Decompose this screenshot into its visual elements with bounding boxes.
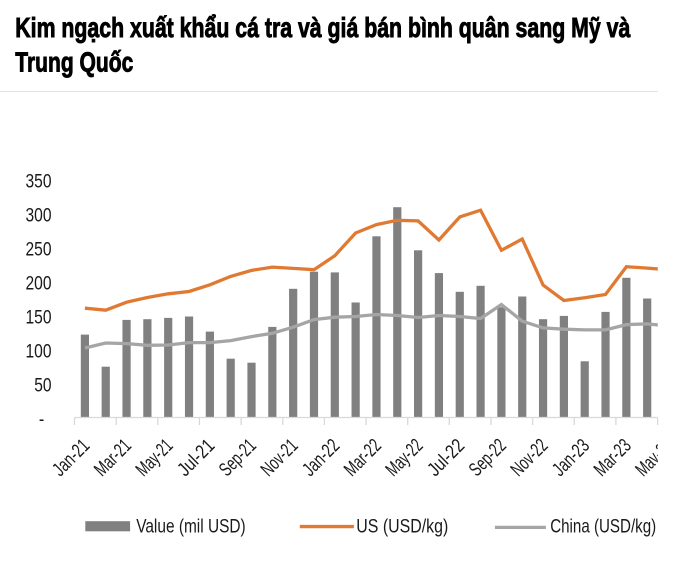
svg-text:-: - — [39, 408, 44, 430]
svg-text:Jan-22: Jan-22 — [298, 435, 344, 481]
svg-text:250: 250 — [26, 239, 52, 261]
svg-text:Mar-23: Mar-23 — [590, 435, 636, 481]
svg-text:Jul-21: Jul-21 — [173, 435, 219, 481]
svg-text:50: 50 — [34, 374, 51, 396]
svg-text:Sep-22: Sep-22 — [465, 435, 511, 481]
svg-text:Jul-22: Jul-22 — [423, 435, 469, 481]
svg-text:Trung Quốc: Trung Quốc — [15, 47, 133, 78]
svg-text:100: 100 — [26, 341, 52, 363]
svg-text:May-22: May-22 — [381, 435, 427, 481]
svg-text:Mar-22: Mar-22 — [340, 435, 386, 481]
svg-text:Jan-23: Jan-23 — [548, 435, 594, 481]
svg-text:May-21: May-21 — [132, 435, 178, 481]
svg-text:US (USD/kg): US (USD/kg) — [356, 516, 448, 538]
svg-text:Jan-21: Jan-21 — [48, 435, 94, 481]
svg-text:200: 200 — [26, 273, 52, 295]
svg-text:Sep-21: Sep-21 — [215, 435, 261, 481]
svg-text:Mar-21: Mar-21 — [90, 435, 136, 481]
svg-text:150: 150 — [26, 307, 52, 329]
svg-text:Value (mil USD): Value (mil USD) — [136, 516, 246, 538]
svg-text:350: 350 — [26, 171, 52, 193]
svg-text:Nov-22: Nov-22 — [506, 435, 552, 481]
svg-text:Nov-21: Nov-21 — [257, 435, 303, 481]
svg-text:May-23: May-23 — [631, 435, 677, 481]
svg-text:Kim ngạch xuất khẩu cá tra và: Kim ngạch xuất khẩu cá tra và giá bán bì… — [15, 12, 630, 43]
svg-text:300: 300 — [26, 205, 52, 227]
svg-text:China (USD/kg): China (USD/kg) — [550, 516, 656, 538]
